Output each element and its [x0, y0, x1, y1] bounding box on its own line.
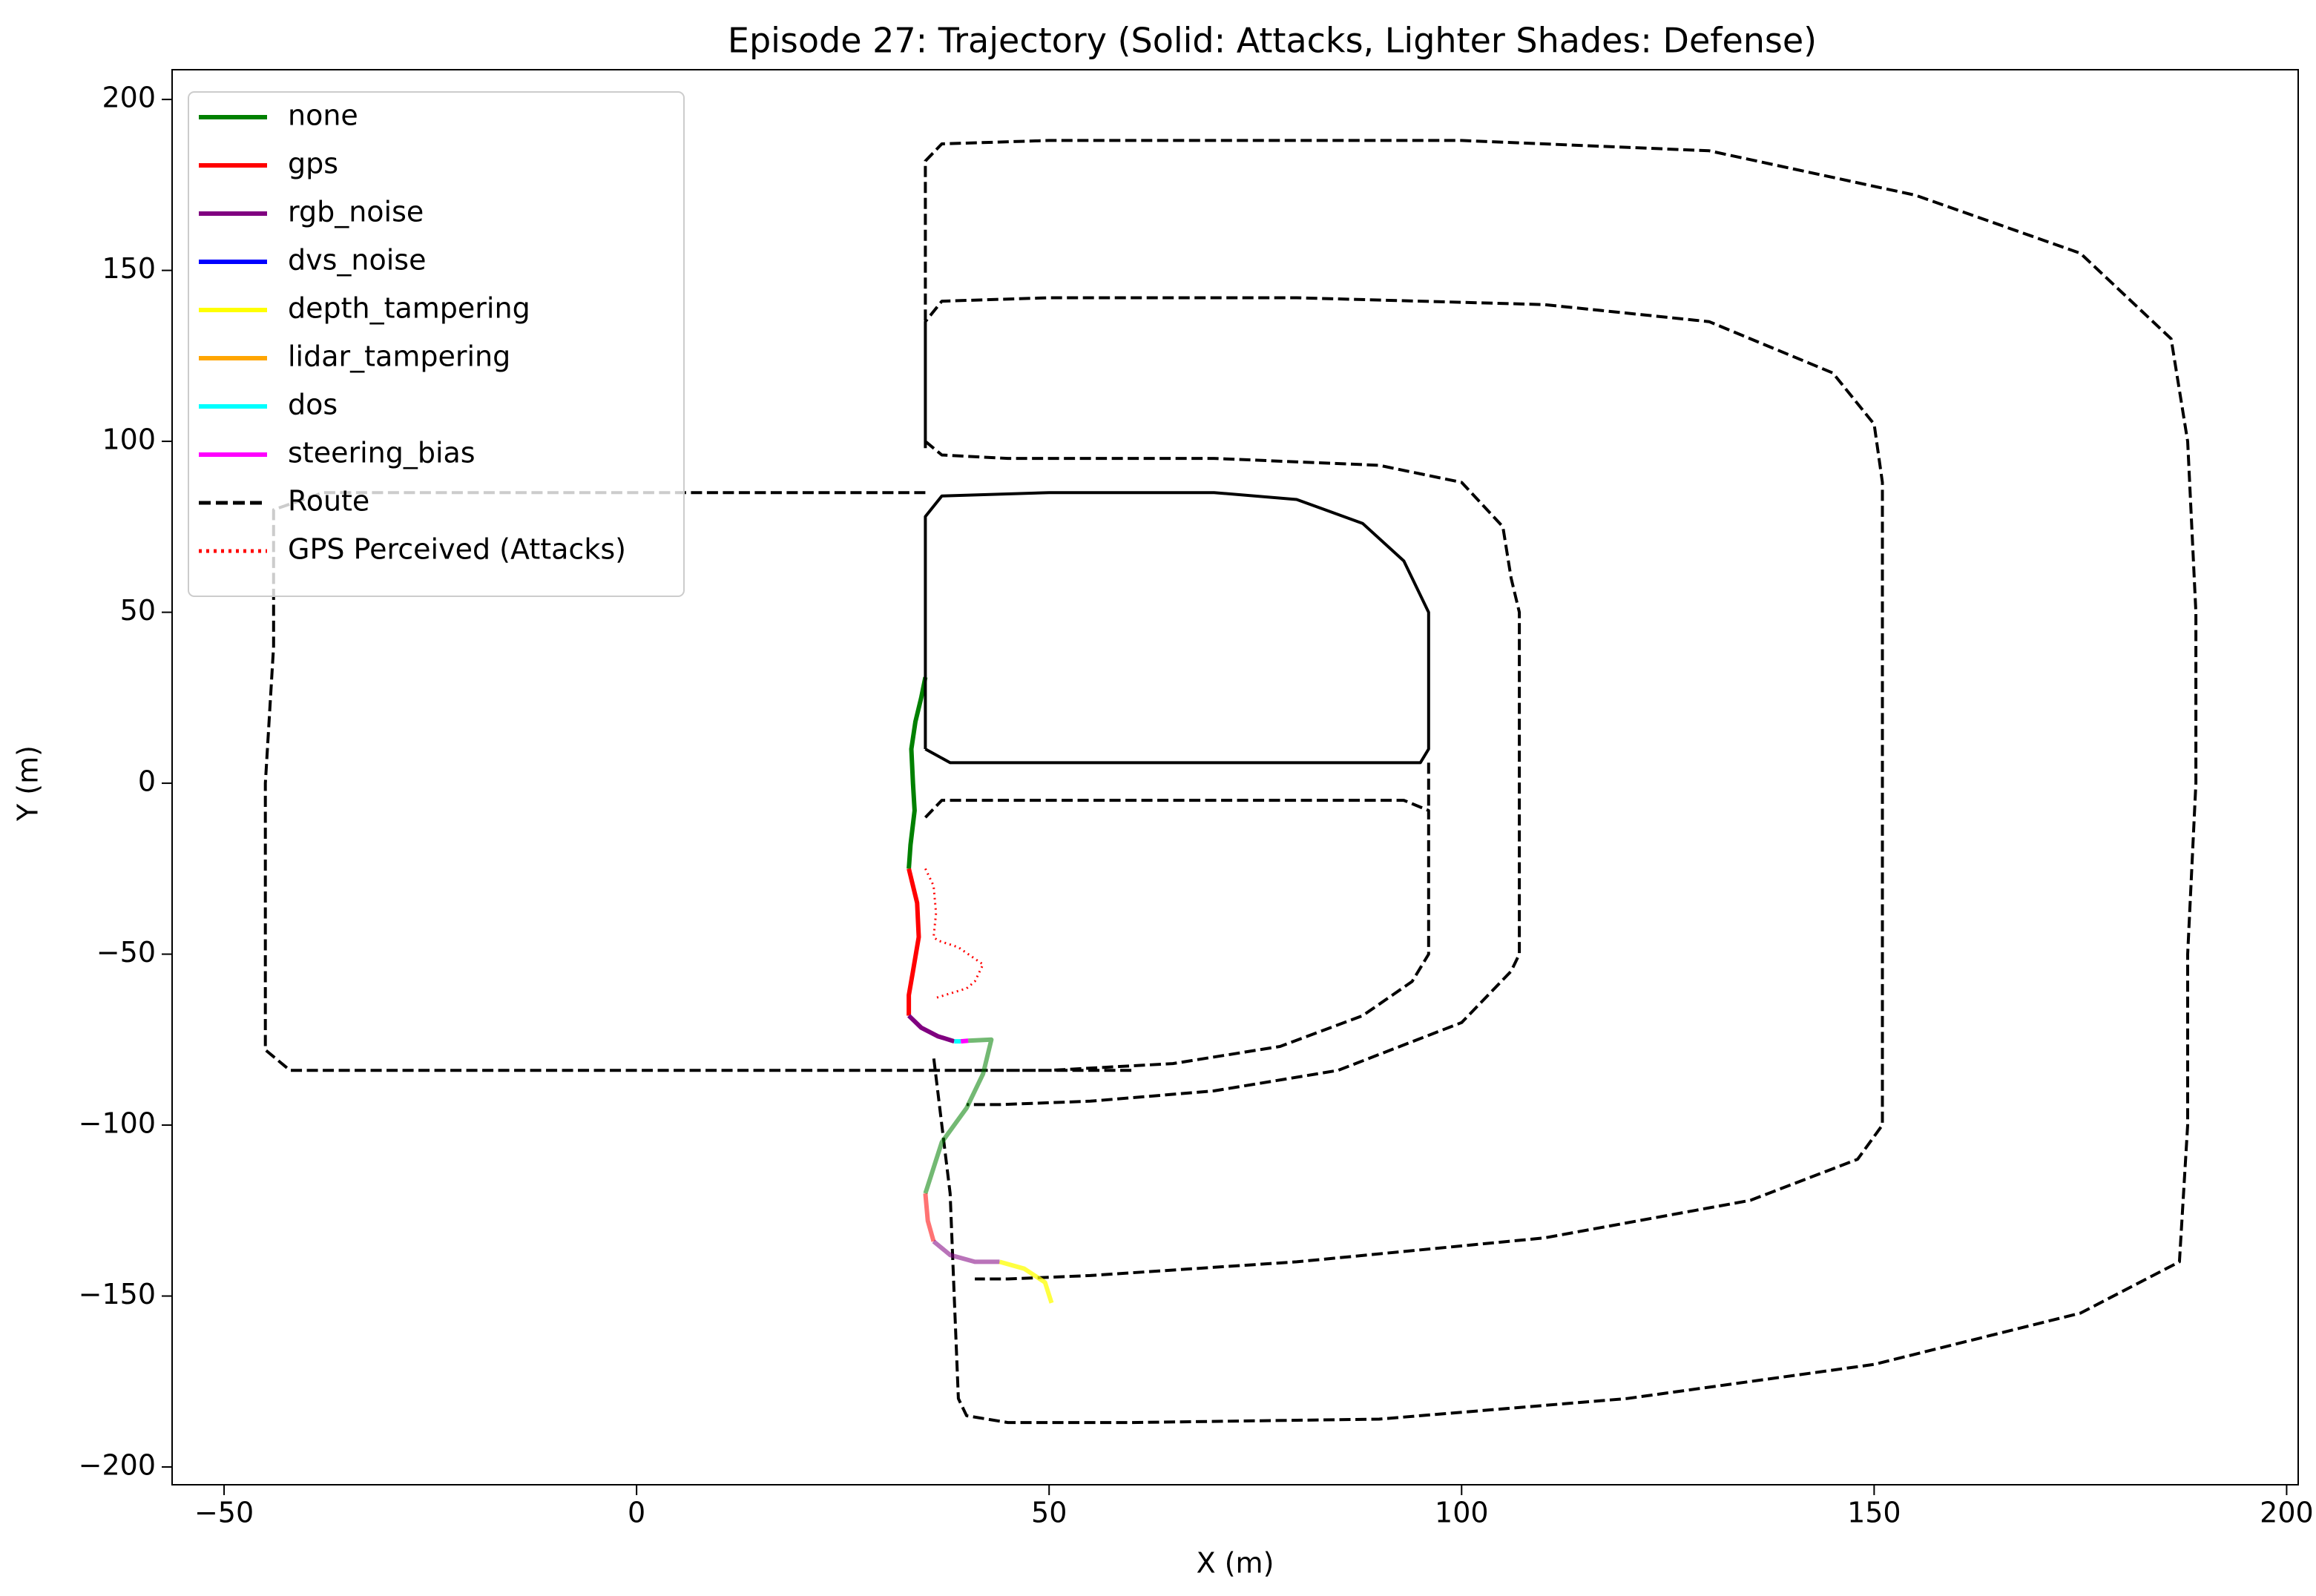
x-tick-label: 200 [2260, 1497, 2314, 1529]
series-line [924, 491, 1430, 765]
y-tick-label: 200 [102, 82, 156, 114]
legend-label: Route [288, 485, 369, 518]
legend-label: dvs_noise [288, 244, 426, 277]
x-tick-label: 100 [1435, 1497, 1489, 1529]
legend-label: gps [288, 148, 338, 180]
x-tick-label: −50 [194, 1497, 254, 1529]
x-tick-label: 50 [1031, 1497, 1067, 1529]
y-tick-label: −100 [79, 1107, 156, 1140]
series-line [924, 868, 984, 1000]
legend-label: lidar_tampering [288, 340, 510, 373]
series-line [907, 1014, 955, 1043]
y-tick-label: −50 [96, 936, 156, 969]
legend-label: GPS Perceived (Attacks) [288, 533, 626, 566]
series-line [907, 868, 921, 1016]
legend-box [188, 91, 685, 597]
x-tick-label: 0 [628, 1497, 645, 1529]
legend-label: dos [288, 389, 338, 421]
y-tick-label: −150 [79, 1278, 156, 1310]
chart-title: Episode 27: Trajectory (Solid: Attacks, … [728, 21, 1817, 61]
legend-label: rgb_noise [288, 196, 424, 228]
y-tick-label: 150 [102, 252, 156, 285]
series-line [907, 676, 928, 869]
y-tick-label: 0 [138, 765, 156, 798]
legend-label: steering_bias [288, 437, 476, 469]
y-axis-label: Y (m) [12, 745, 45, 822]
y-tick-label: 100 [102, 423, 156, 456]
legend-label: depth_tampering [288, 292, 530, 325]
x-axis-label: X (m) [1197, 1547, 1274, 1580]
series-line [263, 139, 2198, 1425]
y-tick-label: −200 [79, 1449, 156, 1482]
y-tick-label: 50 [120, 594, 156, 627]
x-tick-label: 150 [1847, 1497, 1901, 1529]
legend-label: none [288, 99, 358, 132]
series-line [923, 1193, 936, 1242]
series-line [932, 1239, 1000, 1264]
series-line [923, 1037, 994, 1195]
series-line [999, 1259, 1054, 1304]
plot-frame [171, 69, 2299, 1485]
